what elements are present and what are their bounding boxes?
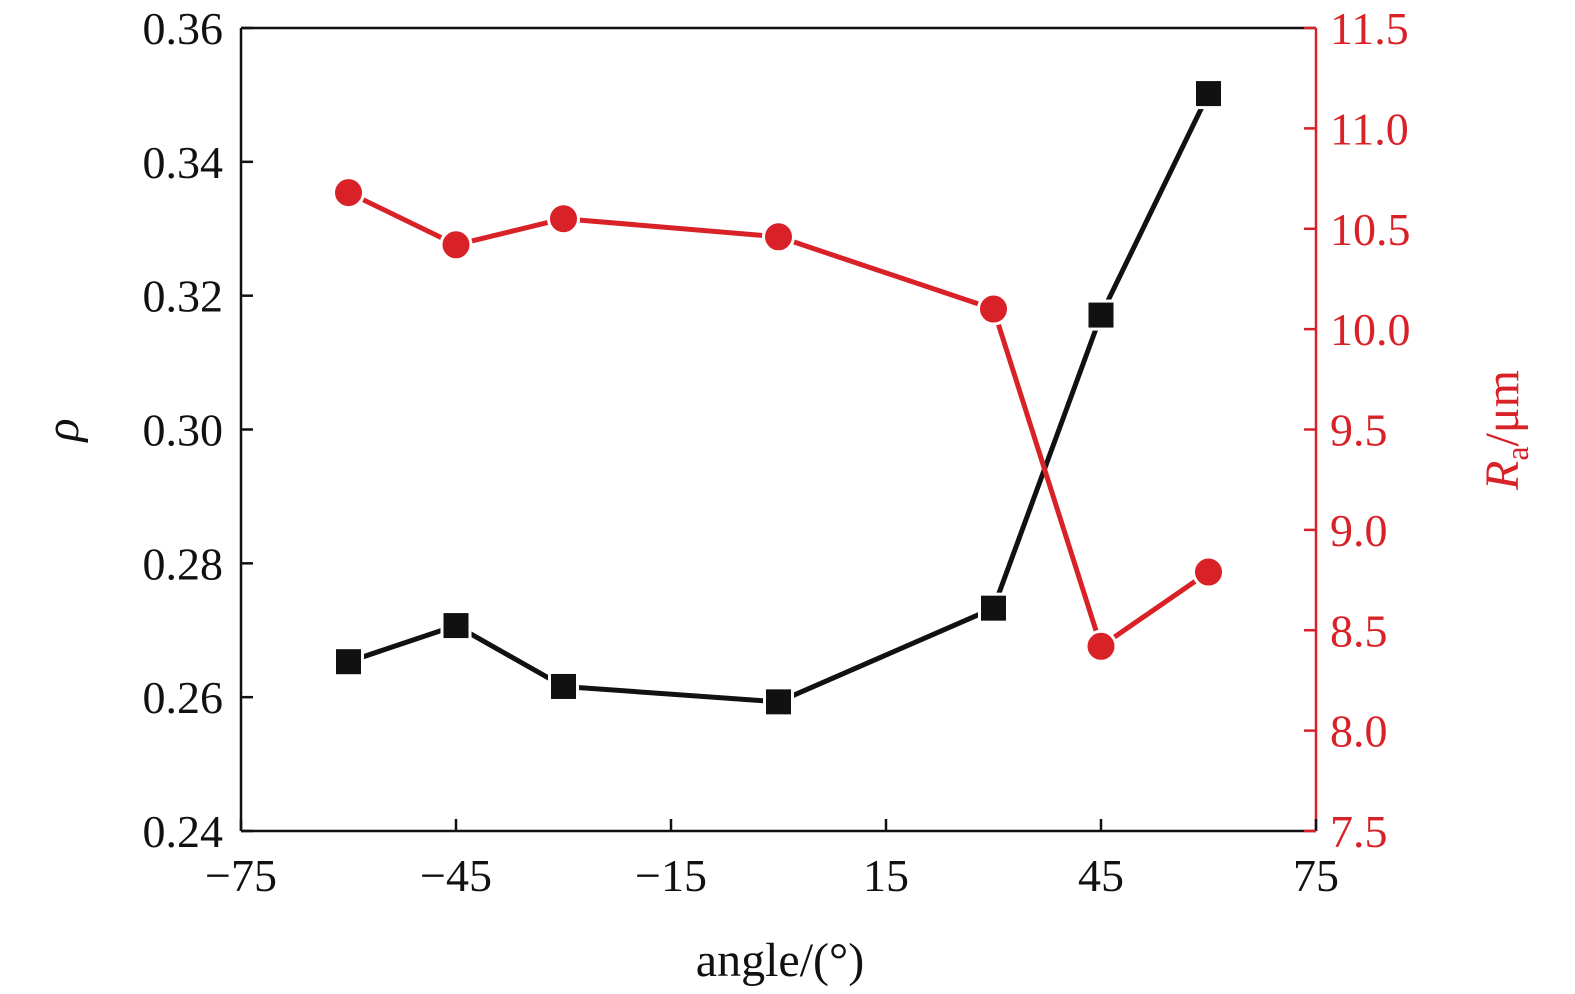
right-y-tick-label: 8.0 xyxy=(1330,706,1388,757)
x-tick-label: −15 xyxy=(635,850,707,901)
x-tick-label: 15 xyxy=(863,850,909,901)
x-tick-label: 45 xyxy=(1078,850,1124,901)
right-y-axis-label-main: R xyxy=(1476,461,1529,491)
rho-series-point xyxy=(333,646,364,678)
right-axis-title: Ra/μm xyxy=(1476,370,1535,491)
left-y-tick-label: 0.34 xyxy=(143,137,224,188)
right-y-axis-label: Ra/μm xyxy=(1476,370,1535,491)
right-y-tick-label: 10.0 xyxy=(1330,304,1411,355)
right-y-tick-label: 9.0 xyxy=(1330,505,1388,556)
rho-series-point xyxy=(548,670,579,702)
ra-series-point xyxy=(439,228,473,262)
right-y-tick-label: 9.5 xyxy=(1330,405,1388,456)
plot-area: −75 −45 −15 15 45 75 0.24 0.26 0.28 0.30 0.32 0.34 0… xyxy=(143,3,1411,901)
left-y-tick-label: 0.28 xyxy=(143,538,224,589)
left-y-tick-label: 0.24 xyxy=(143,806,224,857)
right-y-tick-label: 7.5 xyxy=(1330,806,1388,857)
x-tick-label: −45 xyxy=(420,850,492,901)
rho-series-line xyxy=(346,91,1211,705)
right-y-axis-label-unit: /μm xyxy=(1476,370,1529,446)
rho-series-point xyxy=(1085,299,1117,331)
right-y-tick-label: 10.5 xyxy=(1330,204,1411,255)
rho-series-point xyxy=(763,686,794,718)
rho-series-point xyxy=(978,592,1009,624)
left-y-tick-label: 0.36 xyxy=(143,3,224,54)
left-y-tick-label: 0.30 xyxy=(143,405,224,456)
ra-series-point xyxy=(1084,629,1118,663)
right-y-axis-label-sub: a xyxy=(1499,446,1535,460)
ra-series-line xyxy=(346,190,1211,649)
ra-series-point xyxy=(1192,555,1225,589)
ra-series-point xyxy=(762,220,795,254)
rho-series-point xyxy=(440,610,472,642)
rho-series-point xyxy=(1193,78,1224,110)
x-axis-label: angle/(°) xyxy=(696,934,864,987)
x-axis-title: angle/(°) xyxy=(696,934,864,987)
left-axis-title: ρ xyxy=(36,418,89,443)
x-tick-label: 75 xyxy=(1293,850,1339,901)
left-y-axis-label: ρ xyxy=(36,418,89,443)
right-y-tick-label: 11.0 xyxy=(1330,103,1409,154)
left-y-tick-label: 0.32 xyxy=(143,271,224,322)
ra-series-point xyxy=(547,202,580,236)
ra-series-point xyxy=(977,292,1010,326)
right-y-tick-label: 11.5 xyxy=(1330,3,1409,54)
ra-series-point xyxy=(332,176,365,210)
x-tick-label: −75 xyxy=(205,850,277,901)
left-y-tick-label: 0.26 xyxy=(143,672,224,723)
right-y-tick-label: 8.5 xyxy=(1330,605,1388,656)
